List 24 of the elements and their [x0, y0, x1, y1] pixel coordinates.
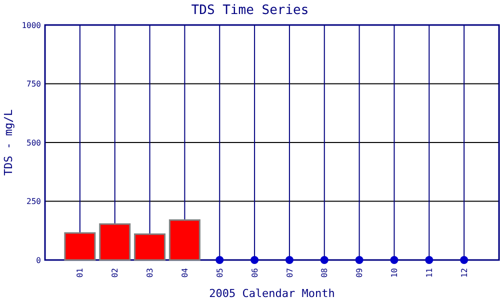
x-tick-label: 05: [215, 268, 224, 278]
x-tick-label: 02: [110, 268, 120, 278]
x-axis-title: 2005 Calendar Month: [209, 287, 335, 300]
y-tick-label: 1000: [22, 20, 42, 30]
x-tick-label: 03: [146, 268, 155, 278]
x-tick-label: 06: [250, 268, 260, 278]
bar: [168, 219, 200, 261]
y-tick-label: 500: [26, 138, 42, 148]
x-tick-label: 08: [320, 268, 330, 278]
x-tick-label: 07: [285, 268, 294, 278]
bar: [64, 232, 96, 261]
x-tick-label: 09: [355, 268, 364, 278]
bar: [134, 233, 166, 261]
bar: [99, 223, 131, 261]
x-tick-label: 04: [180, 268, 190, 278]
x-tick-label: 12: [460, 268, 469, 278]
y-tick-label: 250: [26, 197, 42, 206]
x-tick-label: 10: [390, 268, 400, 278]
y-tick-label: 0: [36, 256, 42, 265]
x-tick-label: 01: [76, 268, 85, 278]
chart-title: TDS Time Series: [191, 3, 309, 18]
y-axis-title: TDS - mg/L: [2, 109, 15, 176]
y-tick-label: 750: [26, 80, 42, 89]
x-tick-label: 11: [424, 268, 434, 278]
